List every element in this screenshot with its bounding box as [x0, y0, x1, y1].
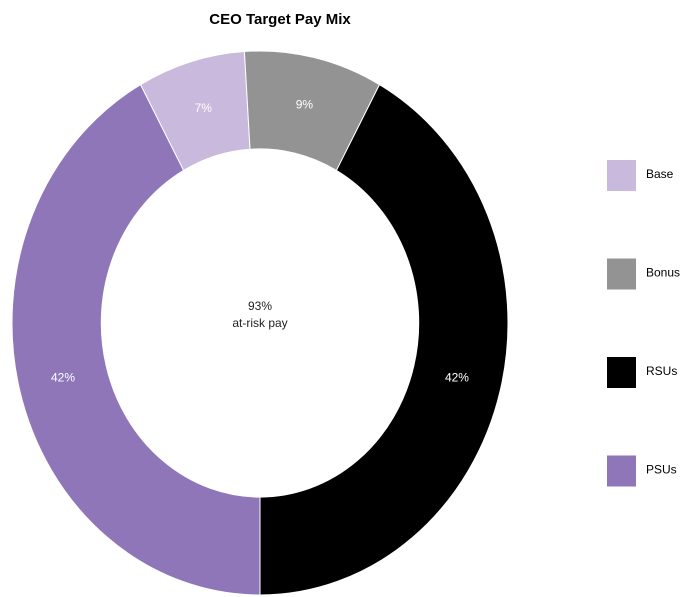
- slice-label: 42%: [445, 371, 469, 385]
- legend-label: PSUs: [646, 463, 677, 477]
- legend-swatch: [607, 455, 636, 487]
- legend-swatch: [607, 357, 636, 388]
- legend-label: Base: [646, 167, 674, 181]
- slice-label: 7%: [195, 101, 213, 115]
- legend-swatch: [607, 258, 636, 290]
- legend-label: RSUs: [646, 364, 677, 378]
- slice-label: 9%: [296, 98, 314, 112]
- legend-swatch: [607, 160, 636, 191]
- legend-label: Bonus: [646, 266, 680, 280]
- donut-slice: [11, 83, 261, 596]
- chart-title: CEO Target Pay Mix: [209, 11, 351, 28]
- center-value: 93%: [248, 299, 272, 313]
- center-caption: at-risk pay: [232, 316, 287, 330]
- donut-slice: [259, 83, 509, 596]
- slice-label: 42%: [51, 371, 75, 385]
